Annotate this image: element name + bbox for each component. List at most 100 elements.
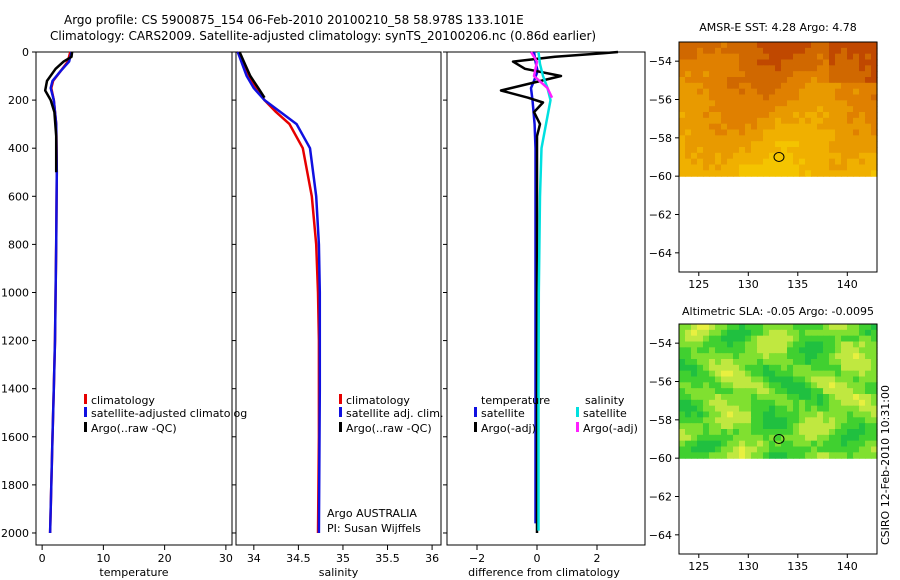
sst-map-cell [715, 100, 722, 107]
sst-map-cell [817, 135, 824, 142]
sst-map-cell [835, 135, 842, 142]
sst-map-cell [793, 170, 800, 177]
sst-map-cell [733, 65, 740, 72]
sla-map-cell [751, 399, 758, 407]
sst-map-cell [823, 147, 830, 154]
sla-map-cell [865, 452, 872, 459]
sst-map-cell [865, 106, 872, 113]
sla-map-cell [787, 434, 794, 442]
sst-map-cell [793, 100, 800, 107]
sst-map-cell [679, 100, 686, 107]
sst-map-cell [853, 123, 860, 131]
sla-map-cell [703, 399, 710, 407]
temperature-y-tick-label: 600 [8, 190, 29, 203]
sla-map-cell [703, 376, 710, 383]
sla-map-cell [787, 417, 794, 424]
sst-map-cell [871, 117, 878, 125]
sla-map-cell [835, 376, 842, 383]
sla-map-cell [679, 411, 686, 418]
sst-map-cell [739, 65, 746, 72]
sla-map-cell [865, 353, 872, 360]
sla-map-cell [787, 446, 794, 453]
sla-map-cell [703, 329, 710, 337]
sla-map-cell [781, 347, 788, 354]
sst-map-cell [727, 164, 734, 171]
sst-map-cell [775, 53, 782, 61]
sla-map-cell [685, 434, 692, 442]
sst-map-cell [811, 129, 818, 136]
sla-map-cell [835, 347, 842, 354]
difference-legend-entry: satellite [481, 407, 525, 420]
sst-map-cell [697, 42, 704, 49]
sst-map-cell [745, 164, 752, 171]
sla-map-cell [859, 394, 866, 401]
sla-map-cell [865, 417, 872, 424]
sla-map-cell [751, 417, 758, 424]
sla-map-cell [859, 359, 866, 366]
sla-map-cell [769, 353, 776, 360]
sla-map-cell [709, 382, 716, 389]
sst-map-cell [823, 71, 830, 78]
sla-map-cell [793, 364, 800, 372]
difference-legend-title-temperature: temperature [481, 394, 550, 407]
sst-map-cell [685, 164, 692, 171]
sst-map-cell [769, 117, 776, 125]
sst-map-cell [733, 88, 740, 96]
sla-map-cell [733, 388, 740, 395]
sla-map-cell [781, 382, 788, 389]
sla-map-cell [715, 394, 722, 401]
temperature-x-tick-label: 10 [96, 552, 110, 565]
sla-map-cell [769, 440, 776, 448]
sst-map-cell [817, 82, 824, 90]
sla-map-cell [679, 399, 686, 407]
sla-map-cell [865, 411, 872, 418]
sst-map-cell [817, 147, 824, 154]
sst-map-x-tick-label: 125 [688, 278, 709, 291]
sst-map-cell [709, 65, 716, 72]
sst-map-cell [703, 42, 710, 49]
sst-map-cell [691, 71, 698, 78]
sla-map-cell [787, 394, 794, 401]
sst-map-cell [745, 77, 752, 84]
sst-map-cell [871, 135, 878, 142]
sst-map-cell [781, 164, 788, 171]
sst-map-cell [829, 71, 836, 78]
sst-map-cell [703, 117, 710, 125]
sst-map-cell [823, 82, 830, 90]
sla-map-cell [769, 359, 776, 366]
sst-map-cell [679, 135, 686, 142]
sst-map-cell [721, 117, 728, 125]
sst-map-y-tick-label: −60 [649, 170, 672, 183]
sla-map-cell [823, 341, 830, 348]
sla-map-cell [739, 446, 746, 453]
sst-map-cell [709, 158, 716, 166]
sst-map-cell [715, 94, 722, 101]
sst-map-cell [763, 100, 770, 107]
sla-map-cell [757, 324, 764, 331]
sla-map-cell [847, 353, 854, 360]
sla-map-cell [787, 440, 794, 448]
sla-map-cell [745, 335, 752, 343]
sst-map-cell [703, 47, 710, 55]
sla-map-cell [865, 399, 872, 407]
sla-map-cell [811, 399, 818, 407]
sla-map-cell [721, 446, 728, 453]
sla-map-cell [751, 376, 758, 383]
sst-map-cell [799, 82, 806, 90]
sst-map-cell [757, 77, 764, 84]
sst-map-cell [823, 88, 830, 96]
sst-map-cell [805, 129, 812, 136]
sla-map-cell [769, 446, 776, 453]
sst-map-cell [691, 65, 698, 72]
salinity-x-tick-label: 36 [425, 552, 439, 565]
sst-map-cell [799, 77, 806, 84]
sst-map-cell [685, 47, 692, 55]
sla-map-cell [697, 353, 704, 360]
sst-map-cell [829, 170, 836, 177]
sst-map-cell [721, 42, 728, 49]
sla-map-cell [715, 411, 722, 418]
sla-map-cell [817, 423, 824, 430]
sst-map-cell [859, 164, 866, 171]
sla-map-cell [775, 417, 782, 424]
sst-map-cell [823, 158, 830, 166]
